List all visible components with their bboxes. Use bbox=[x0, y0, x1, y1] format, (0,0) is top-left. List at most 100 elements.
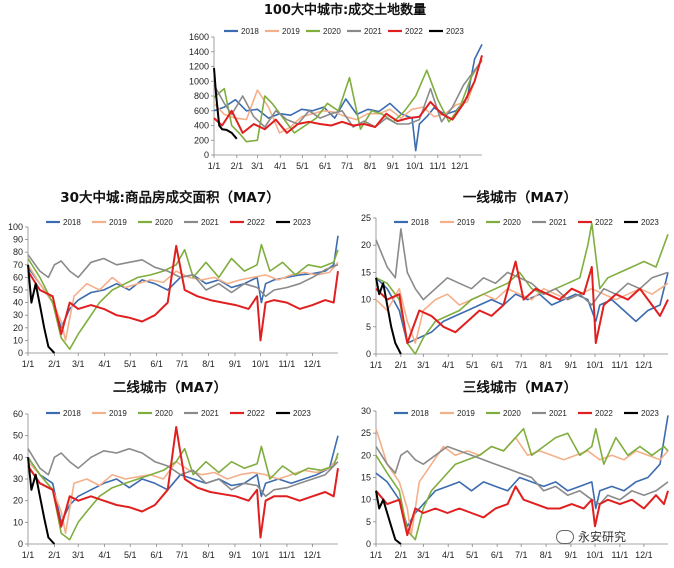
x-tick-label: 5/1 bbox=[466, 360, 479, 370]
x-tick-label: 4/1 bbox=[98, 359, 111, 369]
x-tick-label: 2/1 bbox=[395, 360, 408, 370]
y-tick-label: 1600 bbox=[189, 32, 209, 42]
y-tick-label: 200 bbox=[194, 135, 209, 145]
x-tick-label: 8/1 bbox=[364, 161, 377, 171]
series-line-2019 bbox=[375, 282, 669, 344]
series-line-2020 bbox=[375, 427, 669, 541]
legend-label-2020: 2020 bbox=[503, 218, 521, 227]
y-tick-label: 60 bbox=[13, 409, 23, 419]
legend-label-2019: 2019 bbox=[457, 218, 475, 227]
x-tick-label: 6/1 bbox=[150, 550, 163, 560]
x-tick-label: 4/1 bbox=[442, 360, 455, 370]
series-line-2022 bbox=[213, 55, 483, 134]
legend-label-2020: 2020 bbox=[503, 409, 521, 418]
y-tick-label: 0 bbox=[18, 348, 23, 358]
x-tick-label: 11/1 bbox=[429, 161, 446, 171]
x-tick-label: 7/1 bbox=[515, 550, 528, 560]
x-tick-label: 11/1 bbox=[278, 359, 295, 369]
legend-label-2022: 2022 bbox=[247, 218, 265, 227]
series-line-2020 bbox=[213, 58, 483, 143]
legend-label-2018: 2018 bbox=[411, 218, 429, 227]
x-tick-label: 4/1 bbox=[274, 161, 287, 171]
x-tick-label: 2/1 bbox=[395, 550, 408, 560]
series-line-2021 bbox=[375, 228, 669, 306]
x-tick-label: 8/1 bbox=[202, 359, 215, 369]
x-tick-label: 5/1 bbox=[124, 550, 137, 560]
y-tick-label: 90 bbox=[13, 235, 23, 245]
x-tick-label: 7/1 bbox=[176, 550, 189, 560]
legend-label-2019: 2019 bbox=[109, 218, 127, 227]
chart-tier2: 二线城市（MA7） 0 10 20 30 40 50 60 1/1 2/1 3/1 4/1 5/1 6/1… bbox=[13, 379, 339, 560]
legend-label-2023: 2023 bbox=[641, 409, 659, 418]
series-line-2023 bbox=[27, 457, 56, 545]
series-line-2023 bbox=[27, 264, 56, 354]
x-tick-label: 2/1 bbox=[231, 161, 244, 171]
x-tick-label: 3/1 bbox=[72, 359, 85, 369]
x-tick-label: 6/1 bbox=[491, 360, 504, 370]
x-tick-label: 9/1 bbox=[565, 360, 578, 370]
legend-label-2019: 2019 bbox=[109, 409, 127, 418]
y-tick-label: 30 bbox=[361, 406, 371, 416]
y-tick-label: 20 bbox=[13, 323, 23, 333]
chart-title: 30大中城:商品房成交面积（MA7） bbox=[60, 189, 279, 206]
chart-title: 二线城市（MA7） bbox=[113, 379, 227, 396]
x-tick-label: 1/1 bbox=[208, 161, 221, 171]
y-tick-label: 30 bbox=[13, 310, 23, 320]
x-tick-label: 7/1 bbox=[176, 359, 189, 369]
x-tick-label: 5/1 bbox=[466, 550, 479, 560]
series-line-2018 bbox=[375, 415, 669, 528]
y-tick-label: 20 bbox=[361, 450, 371, 460]
x-tick-label: 6/1 bbox=[491, 550, 504, 560]
x-tick-label: 5/1 bbox=[296, 161, 309, 171]
chart-tier3: 三线城市（MA7） 0 5 10 15 20 25 30 1/1 2/1 3/1 4/1 5/1 6/1 7… bbox=[361, 379, 669, 560]
chart-title: 一线城市（MA7） bbox=[463, 189, 577, 206]
legend-label-2018: 2018 bbox=[411, 409, 429, 418]
x-tick-label: 10/1 bbox=[586, 360, 604, 370]
legend-label-2023: 2023 bbox=[446, 27, 464, 36]
chart-tier1: 一线城市（MA7） 0 5 10 15 20 25 1/1 2/1 3/1 4/1 5/1 6/1 7/1… bbox=[361, 189, 669, 370]
legend-label-2020: 2020 bbox=[323, 27, 341, 36]
legend-label-2018: 2018 bbox=[63, 409, 81, 418]
x-tick-label: 8/1 bbox=[540, 360, 553, 370]
y-tick-label: 0 bbox=[366, 349, 371, 359]
y-tick-label: 10 bbox=[361, 495, 371, 505]
series-line-2023 bbox=[375, 490, 402, 545]
y-tick-label: 5 bbox=[366, 322, 371, 332]
legend-label-2019: 2019 bbox=[457, 409, 475, 418]
series-line-2019 bbox=[27, 261, 339, 342]
legend-label-2021: 2021 bbox=[549, 409, 567, 418]
x-tick-label: 9/1 bbox=[229, 359, 242, 369]
series-line-2021 bbox=[27, 447, 339, 498]
y-tick-label: 0 bbox=[18, 539, 23, 549]
x-tick-label: 1/1 bbox=[370, 550, 383, 560]
chart-title: 三线城市（MA7） bbox=[463, 379, 577, 396]
legend-label-2022: 2022 bbox=[405, 27, 423, 36]
series-line-2022 bbox=[375, 485, 669, 537]
legend-label-2023: 2023 bbox=[293, 218, 311, 227]
x-tick-label: 10/1 bbox=[252, 359, 270, 369]
y-tick-label: 15 bbox=[361, 473, 371, 483]
y-tick-label: 60 bbox=[13, 272, 23, 282]
legend-label-2020: 2020 bbox=[155, 218, 173, 227]
series-line-2022 bbox=[375, 260, 669, 345]
legend-label-2022: 2022 bbox=[595, 409, 613, 418]
x-tick-label: 11/1 bbox=[278, 550, 295, 560]
y-tick-label: 10 bbox=[13, 335, 23, 345]
series-line-2023 bbox=[213, 67, 238, 140]
legend-label-2022: 2022 bbox=[595, 218, 613, 227]
legend-label-2021: 2021 bbox=[549, 218, 567, 227]
x-tick-label: 1/1 bbox=[370, 360, 383, 370]
y-tick-label: 10 bbox=[361, 295, 371, 305]
x-tick-label: 1/1 bbox=[22, 550, 35, 560]
legend-label-2023: 2023 bbox=[641, 218, 659, 227]
x-tick-label: 1/1 bbox=[22, 359, 35, 369]
y-tick-label: 1200 bbox=[189, 62, 209, 72]
x-tick-label: 12/1 bbox=[635, 550, 653, 560]
legend-label-2021: 2021 bbox=[201, 409, 219, 418]
legend-label-2022: 2022 bbox=[247, 409, 265, 418]
legend-label-2019: 2019 bbox=[282, 27, 300, 36]
x-tick-label: 11/1 bbox=[611, 360, 628, 370]
x-tick-label: 11/1 bbox=[611, 550, 628, 560]
x-tick-label: 2/1 bbox=[48, 359, 61, 369]
y-tick-label: 70 bbox=[13, 260, 23, 270]
